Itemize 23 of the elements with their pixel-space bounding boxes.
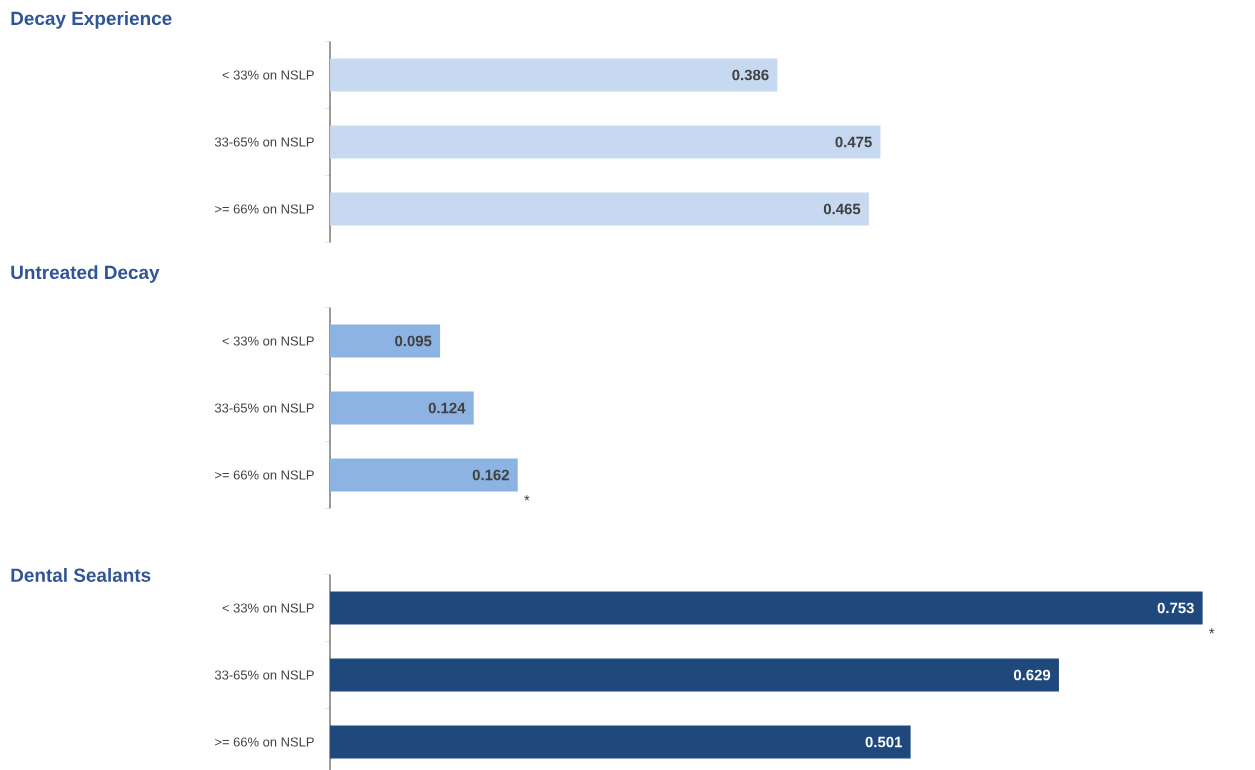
y-tick-label: >= 66% on NSLP bbox=[215, 470, 314, 480]
data-label: 0.465 bbox=[823, 203, 861, 215]
y-tick-label: 33-65% on NSLP bbox=[214, 403, 314, 413]
y-tick-label: 33-65% on NSLP bbox=[214, 670, 314, 680]
data-label: 0.753 bbox=[1157, 602, 1194, 614]
text: Decay Experience bbox=[11, 11, 172, 29]
data-label: 0.162 bbox=[472, 469, 509, 481]
data-label: 0.124 bbox=[428, 402, 466, 414]
data-label: 0.095 bbox=[395, 335, 432, 347]
text: Untreated Decay bbox=[11, 265, 160, 283]
y-tick-label: >= 66% on NSLP bbox=[215, 204, 314, 214]
text: Dental Sealants bbox=[11, 568, 151, 582]
y-tick-label: >= 66% on NSLP bbox=[215, 737, 314, 747]
annotation: * bbox=[1209, 628, 1215, 634]
y-tick-label: < 33% on NSLP bbox=[222, 336, 314, 346]
y-tick-label: < 33% on NSLP bbox=[222, 70, 314, 80]
annotation: * bbox=[524, 495, 530, 501]
data-label: 0.475 bbox=[835, 136, 872, 148]
y-tick-label: 33-65% on NSLP bbox=[214, 137, 314, 147]
data-label: 0.501 bbox=[865, 736, 902, 748]
y-tick-label: < 33% on NSLP bbox=[222, 603, 314, 613]
data-label: 0.629 bbox=[1013, 669, 1051, 681]
data-label: 0.386 bbox=[732, 69, 769, 81]
